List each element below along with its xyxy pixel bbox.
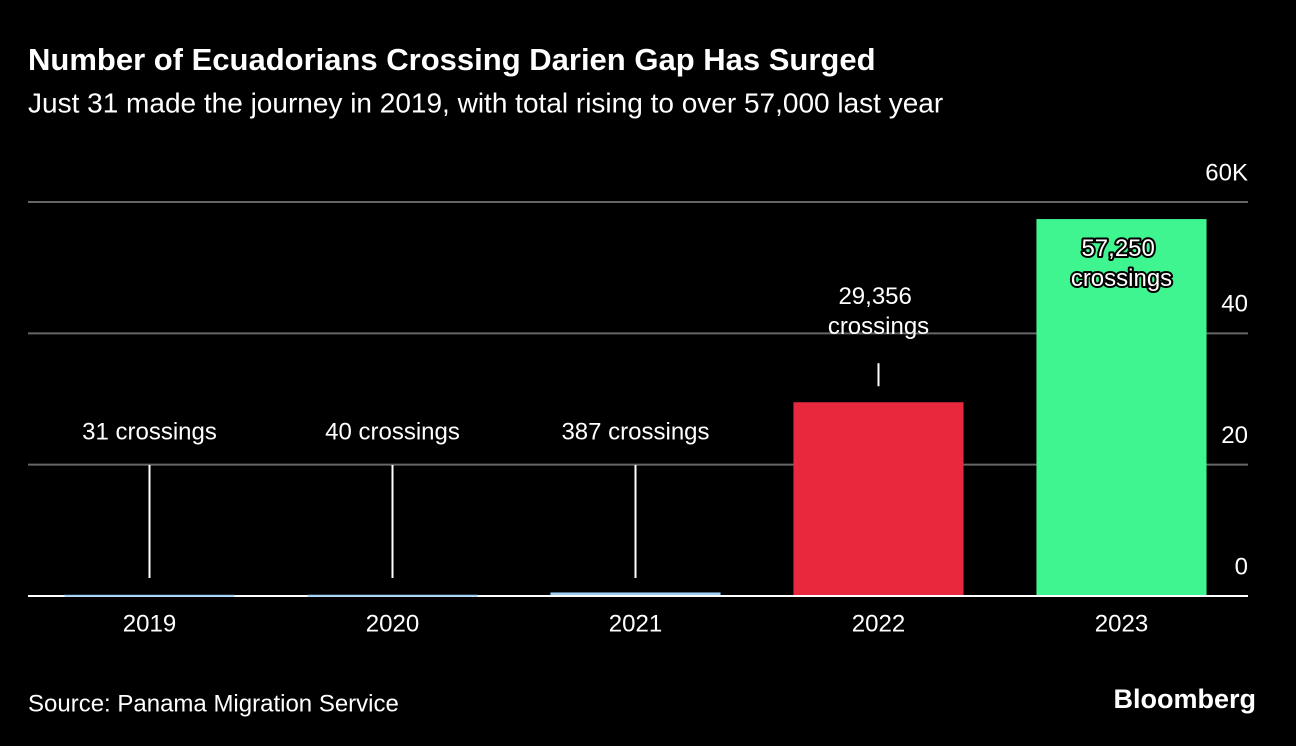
x-tick-label: 2019 [123,610,176,637]
value-label: 31 crossings [82,418,217,445]
value-label: 40 crossings [325,418,460,445]
value-label: 387 crossings [561,418,709,445]
x-tick-label: 2021 [609,610,662,637]
bar [307,594,478,597]
x-tick-label: 2020 [366,610,419,637]
source: Source: Panama Migration Service [28,690,399,717]
y-tick-label: 40 [1221,291,1248,318]
value-label-line: crossings [828,314,929,341]
bar [793,402,964,595]
chart-subtitle: Just 31 made the journey in 2019, with t… [28,87,943,118]
chart-title: Number of Ecuadorians Crossing Darien Ga… [28,42,876,77]
value-label: 29,356 crossings [828,284,929,341]
value-label-line: crossings [1071,265,1172,292]
y-tick-label: 60K [1205,159,1248,186]
bar [550,592,721,595]
value-label: 57,250 crossings [1071,235,1172,292]
value-label-line: 29,356 [838,284,918,311]
value-label-line: 57,250 [1081,235,1161,262]
bar [64,594,235,597]
bar [1036,219,1207,595]
brand-logo: Bloomberg [1113,684,1256,714]
y-tick-label: 0 [1235,553,1248,580]
y-tick-label: 20 [1221,422,1248,449]
x-tick-label: 2023 [1095,610,1148,637]
x-tick-label: 2022 [852,610,905,637]
